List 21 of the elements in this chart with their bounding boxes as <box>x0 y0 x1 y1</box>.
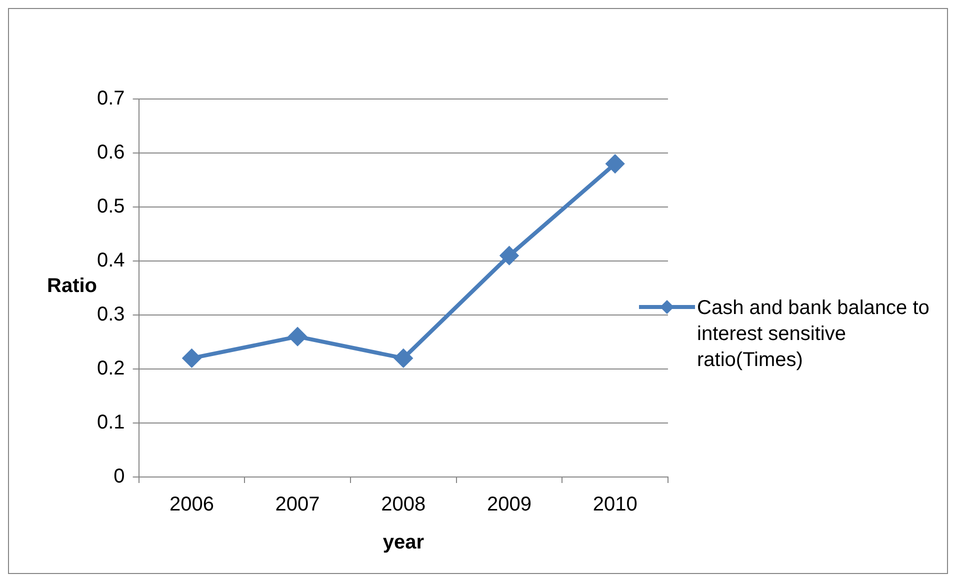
y-tick-label: 0.7 <box>96 88 125 110</box>
y-tick-label: 0.3 <box>96 304 125 326</box>
point <box>606 154 624 173</box>
x-tick-label: 2010 <box>592 494 638 516</box>
y-axis-title: Ratio <box>47 275 97 298</box>
y-tick-label: 0 <box>114 466 125 488</box>
point <box>394 349 412 368</box>
legend-label: Cash and bank balance to interest sensitive ratio(Times) <box>697 296 930 373</box>
x-tick-label: 2007 <box>275 494 320 516</box>
x-tick-label: 2009 <box>486 494 532 516</box>
y-tick-label: 0.4 <box>96 250 125 272</box>
point <box>288 328 307 346</box>
x-tick-label: 2008 <box>381 494 426 516</box>
y-tick-label: 0.2 <box>96 358 125 380</box>
x-tick-label: 2006 <box>169 494 214 516</box>
y-tick-label: 0.6 <box>96 142 125 164</box>
point <box>182 349 201 368</box>
y-tick-label: 0.1 <box>96 412 125 434</box>
point <box>500 246 518 265</box>
y-tick-label: 0.5 <box>96 196 125 218</box>
x-axis-title: year <box>382 532 424 554</box>
